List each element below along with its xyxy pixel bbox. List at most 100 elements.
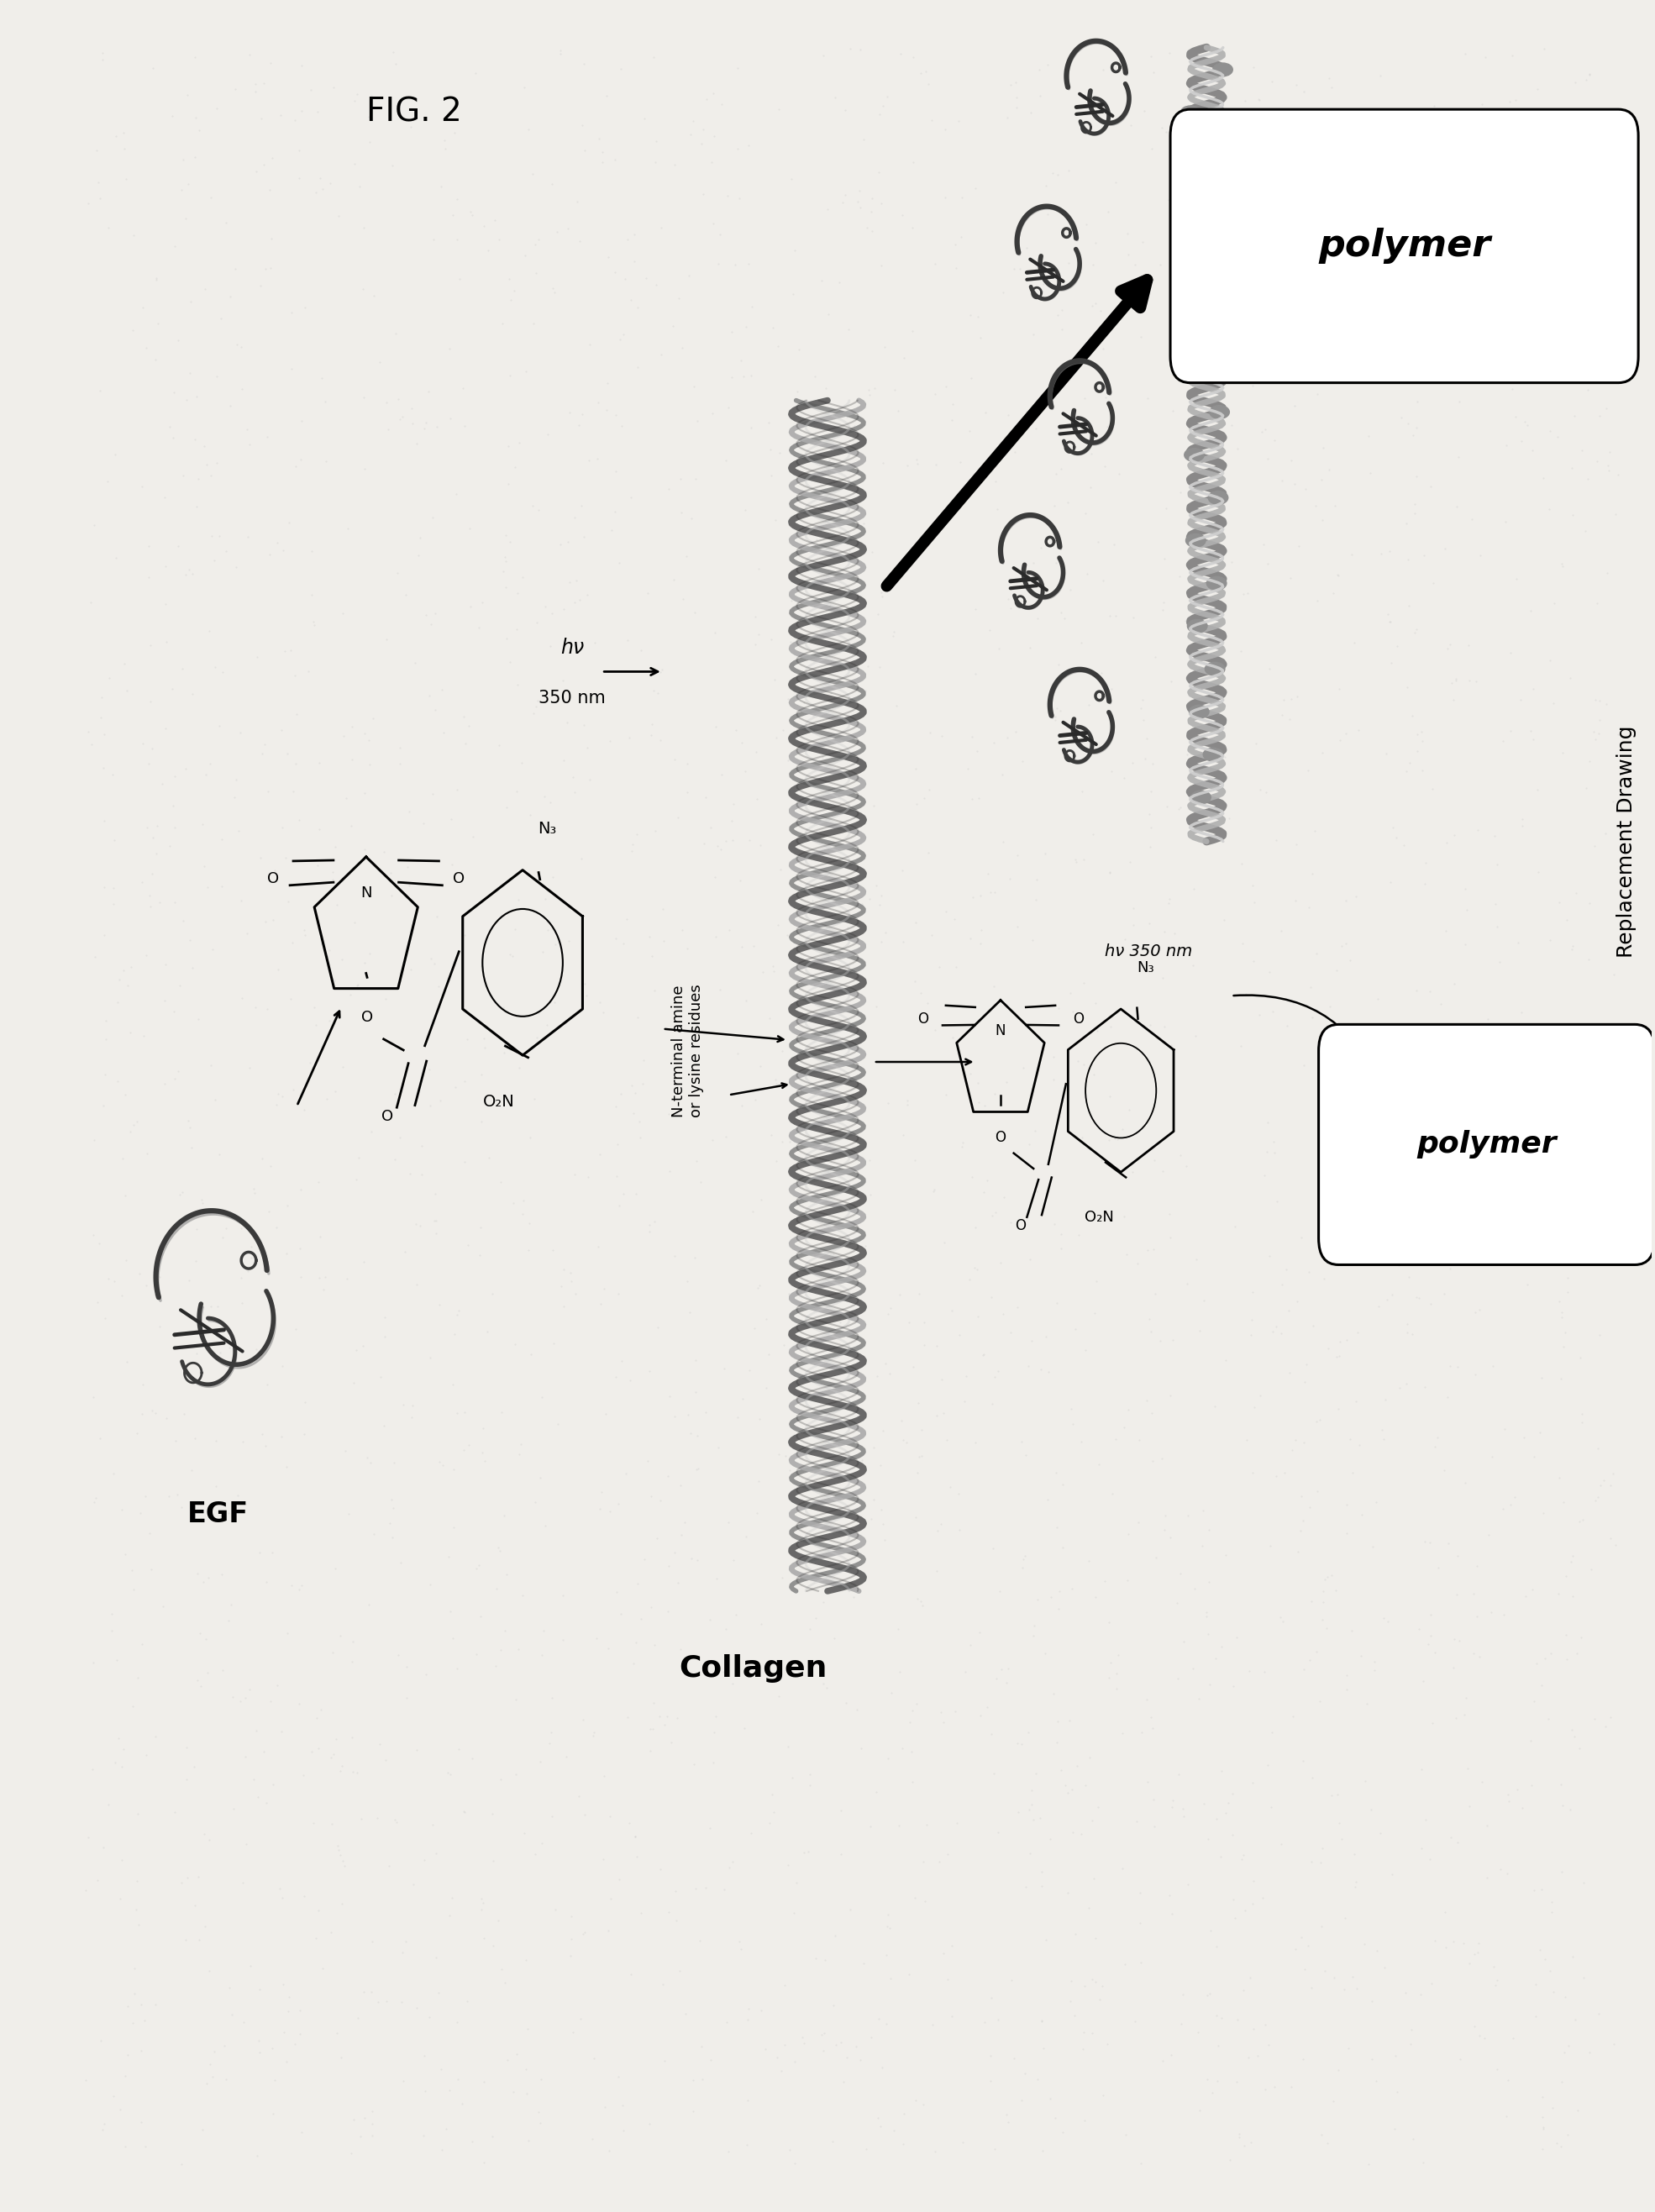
Point [440,1621,467,1657]
Point [808,1060,834,1095]
Point [1519,431,1546,467]
Point [341,84,367,119]
Point [884,1613,910,1648]
Point [96,661,122,697]
Point [1033,1318,1059,1354]
Point [146,1259,172,1294]
Point [296,1044,323,1079]
Point [554,706,581,741]
Point [496,936,523,971]
Point [258,1535,285,1571]
Point [1167,560,1193,595]
Point [909,1411,935,1447]
Point [1180,661,1206,697]
Point [1481,887,1508,922]
Point [1155,181,1182,217]
Point [99,1613,126,1648]
Point [407,1208,434,1243]
Point [947,1511,973,1546]
Point [1519,1571,1546,1606]
Point [1523,1997,1549,2033]
Point [973,1690,1000,1725]
Point [101,823,127,858]
Point [890,2126,917,2161]
Point [169,650,195,686]
Point [829,184,856,219]
Point [493,544,520,580]
Point [965,781,991,816]
Point [1307,1909,1334,1944]
Point [1493,504,1519,540]
Point [1140,1232,1167,1267]
Point [995,2104,1021,2139]
Point [1382,1079,1408,1115]
Point [444,1396,470,1431]
Point [182,100,209,135]
Point [821,500,847,535]
Point [1253,1135,1279,1170]
Point [1559,1712,1585,1747]
Point [1516,113,1542,148]
Point [616,721,642,757]
Point [1559,296,1585,332]
Point [1551,2035,1577,2070]
Text: Replacement Drawing: Replacement Drawing [1617,726,1637,958]
Point [1245,338,1271,374]
Point [152,1230,179,1265]
Point [692,1869,718,1905]
Point [1600,361,1627,396]
Point [392,577,419,613]
Point [1549,303,1576,338]
Point [314,938,341,973]
Point [521,1484,548,1520]
Point [538,1714,564,1750]
Point [399,392,425,427]
Point [202,1422,228,1458]
Point [1541,102,1567,137]
Point [1072,1767,1099,1803]
Point [915,987,942,1022]
Point [859,195,885,230]
Point [1010,582,1036,617]
Point [669,330,695,365]
Point [1417,1524,1443,1559]
Point [808,263,834,299]
Point [468,1436,495,1471]
Point [1547,2064,1574,2099]
Point [185,1860,212,1896]
Point [505,883,531,918]
Point [247,2035,273,2070]
Point [1572,513,1599,549]
Point [1154,113,1180,148]
Point [1357,456,1384,491]
Point [1228,1029,1254,1064]
Point [700,1745,727,1781]
Point [1585,1031,1612,1066]
Point [574,577,601,613]
Point [268,810,295,845]
Point [409,1128,435,1164]
Point [1394,507,1420,542]
Point [589,144,616,179]
Point [319,1635,346,1670]
Point [834,392,861,427]
Point [680,2062,707,2097]
Point [333,1433,359,1469]
Point [96,210,122,246]
Point [129,469,156,504]
Point [1041,487,1067,522]
Point [1086,1447,1112,1482]
Point [391,2064,417,2099]
Point [109,115,136,150]
Point [1010,1051,1036,1086]
Point [1069,1425,1096,1460]
Point [1483,1966,1509,2002]
Point [258,2031,285,2066]
Point [1019,922,1046,958]
Point [182,422,209,458]
Point [1377,646,1403,681]
Point [781,679,808,714]
Point [1071,841,1097,876]
Point [1096,1604,1122,1639]
Point [260,2097,286,2132]
